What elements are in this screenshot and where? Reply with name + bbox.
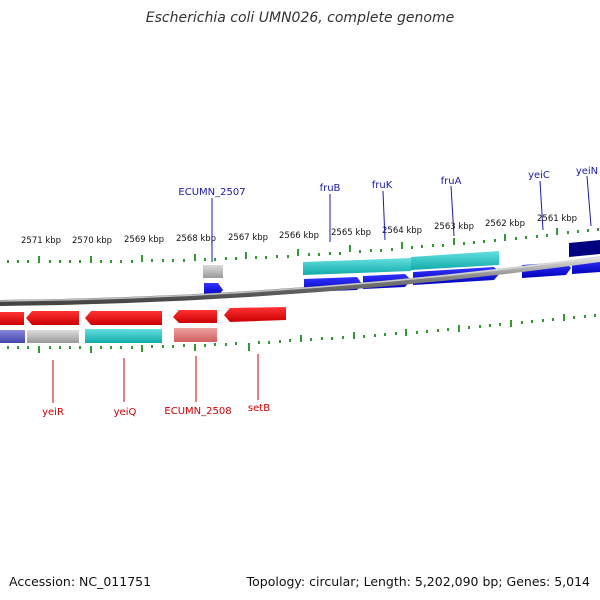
gene-label[interactable]: setB (248, 403, 270, 414)
gene-arrow-ECUMN_2508[interactable] (173, 310, 217, 323)
gene-label[interactable]: yeiC (528, 170, 550, 181)
scale-label: 2562 kbp (485, 219, 525, 229)
product-bar-cyan[interactable] (411, 251, 499, 270)
scale-label: 2566 kbp (279, 231, 319, 241)
gene-label[interactable]: yeiR (42, 407, 64, 418)
outer-tick-ring (7, 228, 599, 263)
gene-arrow-setB[interactable] (224, 307, 286, 322)
gene-arrow-partial[interactable] (0, 312, 24, 325)
scale-label: 2571 kbp (21, 236, 61, 246)
forward-leader-lines (211, 175, 592, 262)
gene-label[interactable]: yeiQ (114, 407, 137, 418)
product-bar-grey[interactable] (27, 330, 79, 343)
gene-label[interactable]: yeiN (576, 166, 598, 177)
scale-label: 2565 kbp (331, 228, 371, 238)
inner-tick-ring (7, 314, 596, 353)
product-bar-grey[interactable] (203, 265, 223, 278)
gene-arrow-ECUMN_2507[interactable] (204, 283, 223, 296)
gene-arrow-yeiR[interactable] (26, 311, 79, 325)
gene-label[interactable]: fruA (441, 176, 462, 187)
reverse-gene-track (0, 307, 286, 325)
scale-label: 2568 kbp (176, 234, 216, 244)
scale-label: 2564 kbp (382, 226, 422, 236)
gene-label[interactable]: fruK (372, 180, 393, 191)
gene-label[interactable]: fruB (320, 183, 341, 194)
gene-label[interactable]: ECUMN_2508 (164, 406, 231, 417)
reverse-leader-lines (52, 354, 259, 403)
reverse-product-track (0, 328, 217, 343)
accession-label: Accession: NC_011751 (9, 574, 152, 589)
gene-label[interactable]: ECUMN_2507 (178, 187, 245, 198)
genome-backbone (0, 256, 600, 306)
product-bar-cyan[interactable] (85, 329, 162, 343)
scale-label: 2569 kbp (124, 235, 164, 245)
forward-gene-labels: ECUMN_2507 fruB fruK fruA yeiC yeiN (178, 166, 598, 198)
scale-label: 2570 kbp (72, 236, 112, 246)
page-title: Escherichia coli UMN026, complete genome (145, 10, 455, 26)
scale-label: 2567 kbp (228, 233, 268, 243)
forward-product-track (203, 240, 600, 278)
product-bar-pink[interactable] (174, 328, 217, 342)
reverse-gene-labels: yeiR yeiQ ECUMN_2508 setB (42, 403, 270, 418)
scale-label: 2563 kbp (434, 222, 474, 232)
scale-label: 2561 kbp (537, 214, 577, 224)
product-bar-navy[interactable] (569, 240, 600, 257)
product-bar-slate[interactable] (0, 330, 25, 343)
genome-backbone-highlight (0, 256, 600, 302)
product-bar-cyan[interactable] (303, 258, 411, 275)
scale-labels: 2571 kbp 2570 kbp 2569 kbp 2568 kbp 2567… (21, 214, 577, 246)
gene-arrow-yeiQ[interactable] (85, 311, 162, 325)
genome-summary: Topology: circular; Length: 5,202,090 bp… (246, 574, 590, 589)
